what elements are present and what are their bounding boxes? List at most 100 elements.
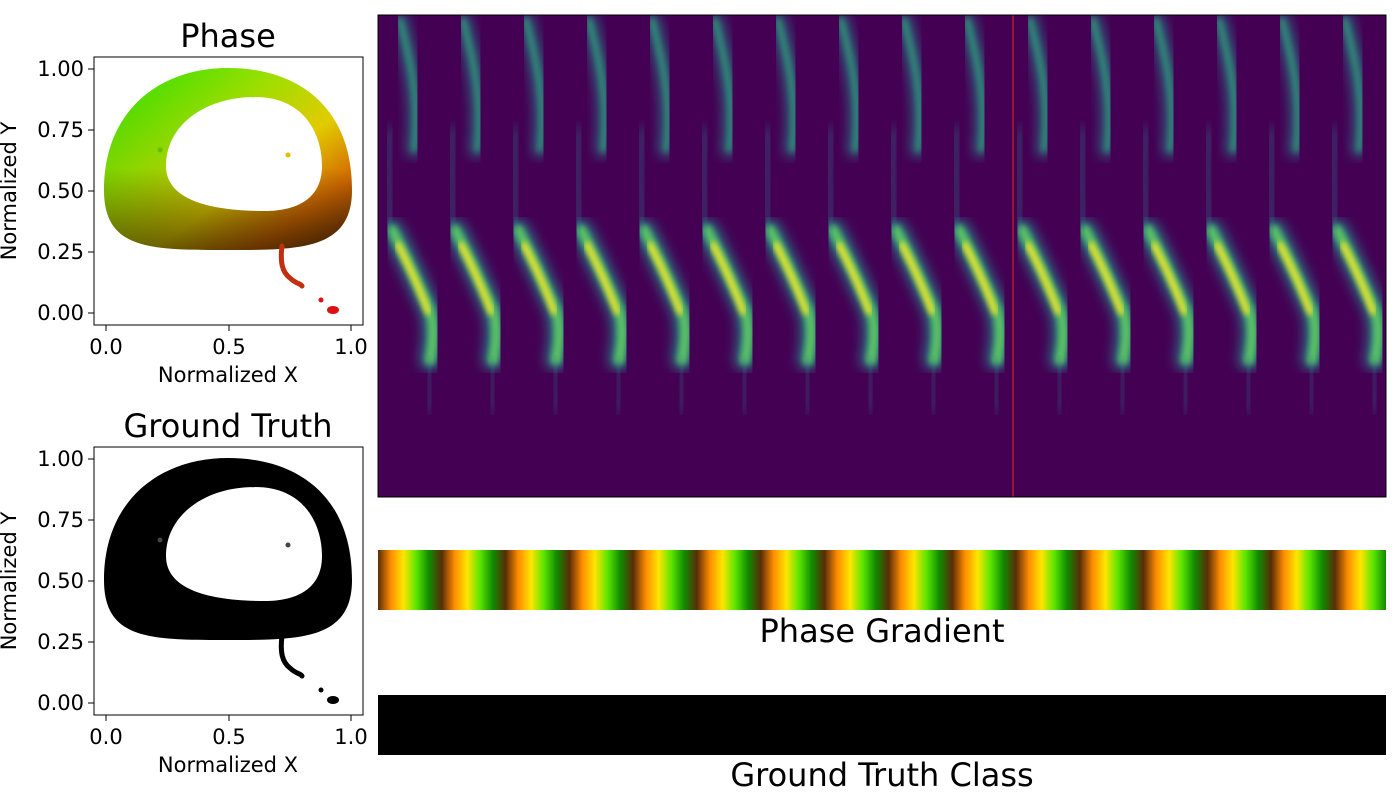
spectrogram-syllable-stroke <box>1342 17 1364 153</box>
spectrogram-syllable-stroke <box>1265 126 1278 234</box>
y-tick-label: 0.25 <box>37 630 84 654</box>
spectrogram-syllable-stroke <box>838 17 860 153</box>
spectrogram-syllable-stroke <box>1279 17 1301 153</box>
spectrogram-syllable-stroke <box>1369 356 1380 414</box>
y-tick-label: 0.50 <box>37 569 84 593</box>
spectrogram-syllable-stroke <box>446 126 459 234</box>
spectrogram-syllable-stroke <box>1076 126 1089 234</box>
phase-scatter-ring <box>104 68 352 250</box>
spectrogram-syllable-stroke <box>424 356 435 414</box>
spectrogram-syllable-stroke <box>647 242 683 315</box>
spectrogram-syllable-stroke <box>550 356 561 414</box>
x-tick-label: 1.0 <box>334 725 367 749</box>
phase-scatter-panel: Phase 0.0 0.5 1.0 0.00 0.25 0.50 <box>0 17 368 387</box>
spectrogram-syllable-stroke <box>964 17 986 153</box>
spectrogram-syllable-stroke <box>712 17 734 153</box>
spectrogram-syllable-stroke <box>901 17 923 153</box>
spectrogram-syllable-stroke <box>698 126 711 234</box>
phase-outlier-point <box>285 152 291 158</box>
x-tick-label: 0.5 <box>212 725 245 749</box>
spectrogram-syllable-stroke <box>676 356 687 414</box>
spectrogram-syllable-stroke <box>460 17 482 153</box>
spectrogram-syllable-stroke <box>1243 356 1254 414</box>
spectrogram-syllable-stroke <box>761 126 774 234</box>
ground-truth-tail-point <box>318 687 324 693</box>
spectrogram-syllable-stroke <box>928 356 939 414</box>
spectrogram-syllable-stroke <box>1088 242 1124 315</box>
spectrogram-syllable-stroke <box>649 17 671 153</box>
ground-truth-class-label: Ground Truth Class <box>730 756 1033 794</box>
y-tick-label: 0.00 <box>37 691 84 715</box>
spectrogram-syllable-stroke <box>458 242 494 315</box>
spectrogram-syllable-stroke <box>802 356 813 414</box>
x-tick-label: 0.0 <box>89 335 122 359</box>
y-tick-label: 0.25 <box>37 240 84 264</box>
spectrogram-syllable-stroke <box>1139 126 1152 234</box>
spectrogram-syllable-stroke <box>1214 242 1250 315</box>
phase-tail-point <box>318 297 324 303</box>
phase-ring-shade <box>104 68 352 250</box>
spectrogram-frame <box>377 14 1387 498</box>
phase-x-ticks: 0.0 0.5 1.0 <box>89 325 368 359</box>
spectrogram-syllable-stroke <box>1202 126 1215 234</box>
spectrogram-syllable-stroke <box>824 126 837 234</box>
spectrogram-syllable-stroke <box>962 242 998 315</box>
spectrogram-syllable-stroke <box>383 126 396 234</box>
spectrogram-syllable-stroke <box>836 242 872 315</box>
phase-y-axis-label: Normalized Y <box>0 122 21 261</box>
spectrogram-syllable-stroke <box>1306 356 1317 414</box>
spectrogram-syllable-stroke <box>865 356 876 414</box>
phase-tail <box>278 243 305 289</box>
spectrogram-syllable-stroke <box>586 17 608 153</box>
spectrogram-syllable-stroke <box>521 242 557 315</box>
y-tick-label: 1.00 <box>37 447 84 471</box>
spectrogram-syllable-stroke <box>775 17 797 153</box>
phase-x-axis-label: Normalized X <box>158 363 298 387</box>
spectrogram-syllable-stroke <box>395 242 431 315</box>
ground-truth-scatter-panel: Ground Truth 0.0 0.5 1.0 0.00 0.25 0.50 … <box>0 407 368 777</box>
spectrogram-syllable-stroke <box>710 242 746 315</box>
y-tick-label: 0.75 <box>37 508 84 532</box>
ground-truth-tail <box>278 633 305 679</box>
ground-truth-ring <box>104 458 352 640</box>
ground-truth-y-ticks: 0.00 0.25 0.50 0.75 1.00 <box>37 447 94 715</box>
ground-truth-y-axis-label: Normalized Y <box>0 512 21 651</box>
spectrogram-syllable-stroke <box>950 126 963 234</box>
spectrogram-panel <box>377 14 1387 498</box>
phase-title: Phase <box>180 17 276 55</box>
phase-outlier-point <box>157 147 163 153</box>
x-tick-label: 1.0 <box>334 335 367 359</box>
spectrogram-syllable-stroke <box>1013 126 1026 234</box>
spectrogram-syllable-stroke <box>572 126 585 234</box>
y-tick-label: 1.00 <box>37 57 84 81</box>
ground-truth-tail-cluster <box>327 696 339 704</box>
spectrogram-syllable-stroke <box>1328 126 1341 234</box>
y-tick-label: 0.50 <box>37 179 84 203</box>
spectrogram-syllable-stroke <box>1340 242 1376 315</box>
spectrogram-syllable-stroke <box>1151 242 1187 315</box>
spectrogram-syllable-stroke <box>1054 356 1065 414</box>
phase-y-ticks: 0.00 0.25 0.50 0.75 1.00 <box>37 57 94 325</box>
spectrogram-syllable-stroke <box>899 242 935 315</box>
phase-gradient-label: Phase Gradient <box>760 612 1005 650</box>
spectrogram-syllable-stroke <box>1153 17 1175 153</box>
spectrogram-syllable-stroke <box>1025 242 1061 315</box>
spectrogram-syllable-stroke <box>584 242 620 315</box>
ground-truth-outlier-point <box>285 542 291 548</box>
ground-truth-title: Ground Truth <box>124 407 333 445</box>
spectrogram-syllable-stroke <box>1216 17 1238 153</box>
ground-truth-class-bar <box>378 695 1386 755</box>
spectrogram-syllable-stroke <box>1117 356 1128 414</box>
spectrogram-syllable-stroke <box>1090 17 1112 153</box>
spectrogram-syllable-stroke <box>509 126 522 234</box>
phase-gradient-panel: Phase Gradient <box>378 550 1386 650</box>
ground-truth-outlier-point <box>157 537 163 543</box>
spectrogram-syllable-stroke <box>397 17 419 153</box>
spectrogram-syllables <box>382 15 1386 414</box>
ground-truth-class-panel: Ground Truth Class <box>378 695 1386 794</box>
spectrogram-syllable-stroke <box>635 126 648 234</box>
spectrogram-syllable-stroke <box>1027 17 1049 153</box>
x-tick-label: 0.5 <box>212 335 245 359</box>
spectrogram-syllable-stroke <box>1277 242 1313 315</box>
